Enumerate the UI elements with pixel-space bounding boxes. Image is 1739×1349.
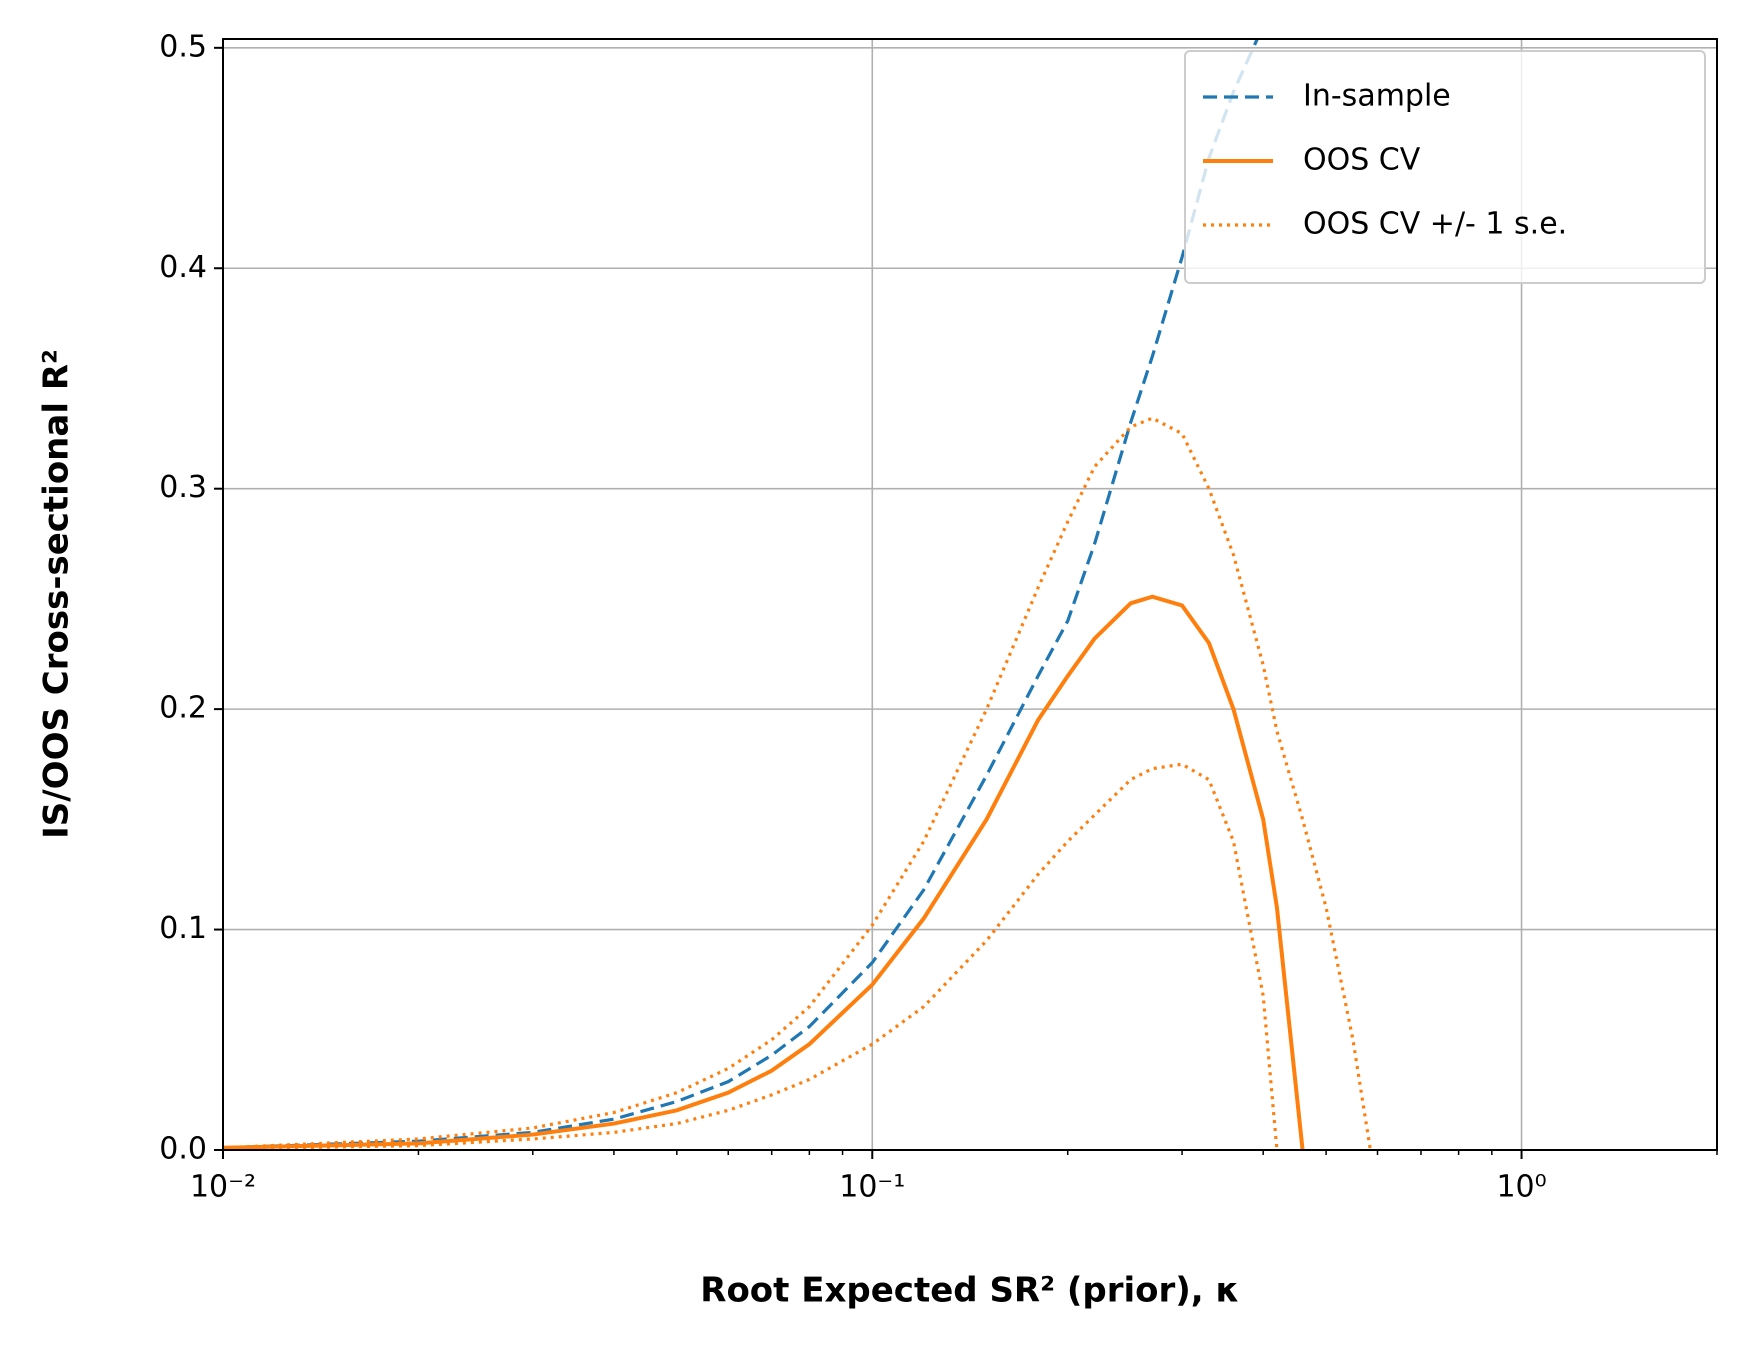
plot-frame <box>222 38 1718 1151</box>
legend-box <box>1184 50 1706 284</box>
legend-label: In-sample <box>1303 79 1451 114</box>
series-line <box>223 416 1372 1150</box>
legend-label: OOS CV <box>1303 143 1421 178</box>
y-tick-label: 0.2 <box>159 691 207 726</box>
y-tick-label: 0.0 <box>159 1132 207 1167</box>
legend-label: OOS CV +/- 1 s.e. <box>1303 207 1567 242</box>
y-tick-label: 0.4 <box>159 250 207 285</box>
x-tick-label: 10⁻¹ <box>839 1170 905 1205</box>
series-line <box>223 39 1259 1150</box>
y-tick-label: 0.3 <box>159 470 207 505</box>
series-line <box>223 594 1305 1150</box>
x-tick-label: 10⁰ <box>1496 1170 1546 1205</box>
x-tick-label: 10⁻² <box>190 1170 256 1205</box>
series-line <box>223 762 1279 1150</box>
y-tick-label: 0.5 <box>159 29 207 64</box>
x-axis-label: Root Expected SR² (prior), κ <box>700 1271 1239 1311</box>
y-tick-label: 0.1 <box>159 911 207 946</box>
y-axis-label: IS/OOS Cross-sectional R² <box>37 349 77 839</box>
